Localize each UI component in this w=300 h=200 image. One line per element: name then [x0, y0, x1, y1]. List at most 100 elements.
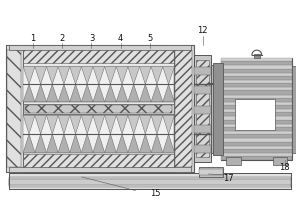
Polygon shape: [151, 134, 163, 153]
Bar: [221, 98, 292, 102]
Polygon shape: [116, 115, 128, 134]
Bar: [9, 154, 191, 169]
Polygon shape: [151, 115, 163, 134]
Bar: [221, 76, 292, 80]
Polygon shape: [151, 84, 163, 102]
Polygon shape: [140, 67, 151, 84]
Polygon shape: [35, 67, 46, 84]
Polygon shape: [105, 134, 116, 153]
Bar: [221, 83, 292, 87]
Bar: [298, 73, 300, 146]
Polygon shape: [70, 115, 81, 134]
Bar: [221, 156, 292, 160]
Polygon shape: [140, 115, 151, 134]
Bar: [221, 124, 292, 127]
Bar: [213, 63, 223, 155]
Bar: [9, 167, 191, 172]
Bar: [23, 115, 174, 153]
Text: 12: 12: [197, 26, 208, 35]
Polygon shape: [81, 115, 93, 134]
Polygon shape: [70, 84, 81, 102]
Polygon shape: [105, 84, 116, 102]
Bar: [221, 146, 292, 149]
Text: 4: 4: [118, 34, 123, 43]
Bar: [176, 50, 192, 167]
Bar: [9, 45, 191, 50]
Bar: [194, 106, 212, 114]
Polygon shape: [116, 84, 128, 102]
Bar: [221, 112, 292, 116]
Bar: [9, 177, 291, 187]
Polygon shape: [81, 134, 93, 153]
Bar: [221, 87, 292, 90]
Polygon shape: [105, 115, 116, 134]
Polygon shape: [81, 67, 93, 84]
Bar: [221, 131, 292, 134]
Polygon shape: [105, 67, 116, 84]
Bar: [23, 67, 174, 102]
Bar: [194, 55, 212, 162]
Polygon shape: [140, 84, 151, 102]
Bar: [221, 153, 292, 156]
Polygon shape: [93, 67, 105, 84]
Bar: [196, 60, 209, 157]
Polygon shape: [128, 134, 140, 153]
Polygon shape: [46, 115, 58, 134]
Bar: [221, 58, 292, 160]
Bar: [226, 157, 241, 165]
Polygon shape: [70, 67, 81, 84]
Polygon shape: [23, 134, 35, 153]
Polygon shape: [93, 134, 105, 153]
Bar: [221, 65, 292, 69]
Bar: [221, 73, 292, 76]
Bar: [194, 145, 212, 153]
Bar: [221, 61, 292, 65]
Polygon shape: [70, 134, 81, 153]
Polygon shape: [93, 84, 105, 102]
Bar: [221, 102, 292, 105]
Polygon shape: [128, 67, 140, 84]
Polygon shape: [163, 115, 174, 134]
Bar: [194, 67, 212, 75]
Bar: [9, 48, 191, 63]
Bar: [212, 65, 221, 153]
Bar: [221, 134, 292, 138]
Polygon shape: [151, 67, 163, 84]
Polygon shape: [128, 115, 140, 134]
Bar: [292, 66, 298, 153]
Bar: [6, 45, 194, 172]
Bar: [9, 173, 291, 189]
Bar: [9, 179, 291, 185]
Polygon shape: [128, 84, 140, 102]
Bar: [221, 138, 292, 142]
Bar: [221, 95, 292, 98]
Polygon shape: [46, 67, 58, 84]
Bar: [221, 69, 292, 73]
Polygon shape: [58, 115, 70, 134]
Bar: [221, 120, 292, 124]
Polygon shape: [46, 84, 58, 102]
Bar: [199, 167, 223, 177]
Bar: [199, 169, 223, 175]
Bar: [6, 45, 23, 172]
Bar: [273, 157, 287, 165]
Bar: [221, 127, 292, 131]
Bar: [194, 86, 212, 94]
Text: 18: 18: [279, 163, 290, 172]
Polygon shape: [140, 134, 151, 153]
Bar: [23, 104, 174, 114]
Polygon shape: [116, 134, 128, 153]
Polygon shape: [58, 134, 70, 153]
Polygon shape: [35, 134, 46, 153]
Bar: [254, 54, 260, 58]
Polygon shape: [93, 115, 105, 134]
Text: 2: 2: [60, 34, 65, 43]
Text: 3: 3: [89, 34, 94, 43]
Text: 15: 15: [150, 189, 160, 198]
Bar: [221, 80, 292, 83]
Text: 17: 17: [223, 174, 233, 183]
Polygon shape: [81, 84, 93, 102]
Bar: [194, 125, 212, 133]
Bar: [221, 109, 292, 112]
Bar: [7, 50, 21, 167]
